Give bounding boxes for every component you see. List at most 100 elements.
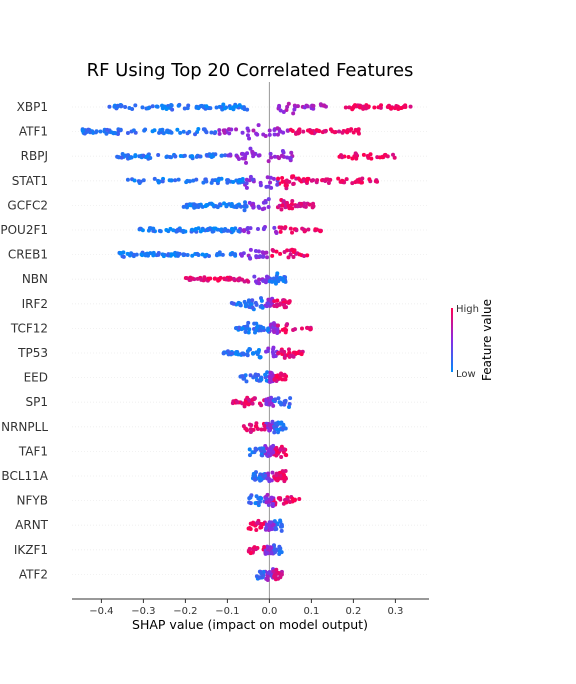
shap-point [274,249,279,254]
shap-point [128,155,133,160]
shap-point [148,251,153,256]
shap-point [233,326,238,331]
shap-point [264,398,269,403]
shap-point [133,103,138,108]
shap-point [248,430,253,435]
shap-point [228,351,233,356]
shap-point [284,453,289,458]
shap-point [272,303,277,308]
shap-point [284,107,289,112]
shap-point [233,252,238,257]
shap-point [326,181,331,186]
shap-point [228,106,233,111]
shap-point [203,204,208,209]
shap-point [175,251,180,256]
shap-point [337,129,342,134]
shap-point [238,204,243,209]
shap-point [278,496,283,501]
shap-point [276,351,281,356]
shap-point [285,155,290,160]
shap-point [247,255,252,260]
shap-point [271,522,276,527]
shap-point [266,570,271,575]
shap-point [256,496,261,501]
shap-point [202,275,207,280]
shap-point [383,153,388,158]
shap-point [408,104,413,109]
shap-point [158,229,163,234]
shap-point [245,133,250,138]
feature-label: STAT1 [12,174,48,188]
shap-point [226,178,231,183]
shap-point [127,105,132,110]
shap-point [280,176,285,181]
shap-point [140,253,145,258]
shap-point [173,154,178,159]
feature-label: ATF1 [19,125,48,139]
shap-point [265,544,270,549]
shap-point [196,226,201,231]
shap-point [268,546,273,551]
shap-point [131,128,136,133]
shap-point [338,179,343,184]
shap-point [256,204,261,209]
shap-point [311,201,316,206]
shap-point [244,379,249,384]
shap-point [280,148,285,153]
shap-point [275,126,280,131]
shap-point [272,154,277,159]
shap-point [240,326,245,331]
shap-point [118,250,123,255]
shap-point [297,252,302,257]
shap-point [246,330,251,335]
shap-point [128,253,133,258]
shap-point [216,278,221,283]
shap-point [262,226,267,231]
shap-point [255,520,260,525]
shap-point [281,110,286,115]
shap-point [124,153,129,158]
shap-point [278,108,283,113]
shap-point [255,132,260,137]
shap-point [347,105,352,110]
shap-point [252,321,257,326]
shap-point [247,546,252,551]
shap-point [204,104,209,109]
x-tick-label: −0.4 [89,606,113,617]
shap-point [268,151,273,156]
shap-point [340,130,345,135]
shap-point [252,396,257,401]
shap-point [315,178,320,183]
shap-point [182,252,187,257]
shap-point [360,176,365,181]
shap-point [257,281,262,286]
shap-point [142,128,147,133]
shap-point [367,177,372,182]
shap-point [208,276,213,281]
shap-point [234,399,239,404]
shap-point [302,204,307,209]
shap-point [242,208,247,213]
shap-point [119,155,124,160]
shap-point [254,421,259,426]
shap-point [290,230,295,235]
shap-point [276,323,280,328]
shap-point [265,175,270,180]
shap-point [253,501,258,506]
shap-point [289,353,294,358]
shap-point [392,155,397,160]
shap-point [241,228,246,233]
shap-point [176,177,181,182]
shap-point [345,130,350,135]
shap-point [141,153,146,158]
shap-point [254,254,259,259]
shap-point [181,204,186,209]
shap-point [134,252,139,257]
shap-point [243,330,248,335]
shap-point [269,497,274,502]
shap-point [354,179,359,184]
shap-point [297,496,302,501]
shap-point [284,497,289,502]
shap-point [203,253,208,258]
shap-point [242,401,247,406]
